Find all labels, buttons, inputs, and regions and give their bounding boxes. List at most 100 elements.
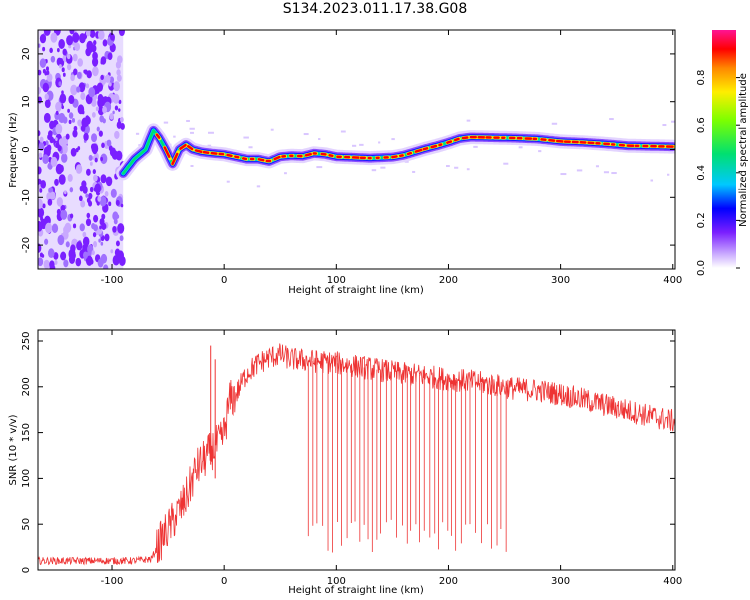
- snr-x-tick-label: 100: [327, 576, 346, 587]
- noise-speck: [62, 72, 66, 77]
- ridge-hot-red: [234, 155, 240, 159]
- noise-speck: [38, 87, 41, 95]
- noise-speck: [76, 241, 83, 251]
- noise-speck: [91, 133, 98, 143]
- noise-speck: [98, 130, 103, 137]
- noise-speck: [114, 105, 119, 111]
- spectrogram-speck: [243, 136, 249, 139]
- colorbar-tick-label: 0.8: [696, 70, 707, 86]
- noise-speck: [68, 95, 75, 105]
- ridge-hot-red: [438, 143, 443, 147]
- noise-speck: [96, 82, 104, 92]
- snr-y-tick-label: 50: [21, 518, 32, 531]
- noise-speck: [55, 101, 62, 112]
- noise-speck: [57, 234, 65, 246]
- noise-speck: [110, 249, 114, 254]
- noise-speck: [104, 191, 109, 197]
- noise-speck: [54, 111, 60, 121]
- noise-speck: [92, 147, 98, 155]
- noise-speck: [46, 70, 50, 76]
- snr-series: [38, 343, 675, 566]
- spectrogram-background: [38, 30, 675, 269]
- noise-speck: [54, 178, 59, 186]
- spectrogram-speck: [404, 160, 409, 163]
- noise-speck: [55, 137, 58, 142]
- spectrogram-y-tick-label: 20: [21, 48, 32, 61]
- noise-speck: [102, 106, 107, 114]
- spectrogram-speck: [173, 135, 176, 138]
- noise-speck: [42, 203, 46, 209]
- noise-speck: [75, 164, 83, 174]
- ridge-hot-red: [163, 146, 171, 158]
- snr-x-tick-label: 400: [663, 576, 682, 587]
- snr-x-tick-label: 0: [221, 576, 227, 587]
- noise-speck: [117, 250, 124, 261]
- ridge-hot-red: [422, 147, 429, 151]
- noise-speck: [76, 86, 81, 93]
- noise-speck: [68, 112, 74, 119]
- noise-speck: [103, 264, 109, 269]
- noise-speck: [86, 168, 91, 176]
- noise-speck: [68, 119, 72, 125]
- noise-speck: [58, 164, 64, 173]
- noise-speck: [77, 104, 85, 115]
- noise-speck: [58, 81, 62, 87]
- noise-speck: [50, 55, 56, 63]
- spectrogram-speck: [208, 131, 214, 134]
- noise-speck: [72, 53, 78, 62]
- spectrogram-speck: [611, 172, 617, 175]
- noise-speck: [112, 110, 115, 115]
- spectrogram-x-tick-label: 300: [551, 275, 570, 286]
- spectrogram-speck: [380, 166, 386, 169]
- spectrogram-speck: [189, 127, 195, 130]
- noise-speck: [38, 142, 45, 152]
- noise-speck: [47, 198, 53, 206]
- noise-speck: [38, 152, 43, 158]
- spectrogram-speck: [662, 124, 667, 127]
- spectrogram-speck: [503, 162, 509, 165]
- noise-speck: [105, 176, 113, 187]
- snr-y-tick-label: 0: [21, 567, 32, 573]
- noise-speck: [100, 74, 104, 81]
- noise-speck: [115, 61, 121, 69]
- noise-speck: [38, 130, 41, 137]
- noise-speck: [47, 134, 51, 140]
- noise-speck: [86, 212, 91, 219]
- noise-speck: [62, 205, 66, 211]
- noise-speck: [39, 136, 44, 143]
- spectrogram-speck: [473, 145, 478, 148]
- noise-speck: [89, 30, 96, 39]
- noise-speck: [56, 208, 61, 216]
- spectrogram-speck: [359, 143, 364, 146]
- noise-speck: [70, 147, 77, 157]
- ridge-hot-red: [155, 133, 161, 139]
- noise-speck: [39, 58, 47, 68]
- noise-speck: [67, 108, 70, 113]
- ridge-hot-red: [202, 150, 210, 154]
- noise-speck: [38, 69, 42, 76]
- noise-speck: [115, 240, 120, 247]
- noise-speck: [54, 260, 58, 266]
- noise-speck: [43, 112, 51, 123]
- noise-speck: [69, 213, 74, 219]
- noise-speck: [70, 84, 78, 96]
- spectrogram-speck: [190, 165, 194, 168]
- noise-speck: [110, 188, 117, 198]
- noise-speck: [48, 187, 52, 193]
- noise-speck: [101, 222, 107, 231]
- noise-speck: [112, 93, 120, 104]
- noise-speck: [109, 76, 115, 84]
- noise-speck: [70, 244, 76, 253]
- noise-speck: [79, 223, 85, 232]
- noise-speck: [85, 255, 93, 266]
- noise-speck: [83, 251, 88, 259]
- noise-speck: [89, 161, 93, 166]
- spectrogram-speck: [412, 170, 416, 173]
- spectrogram-x-tick-label: -100: [101, 275, 124, 286]
- noise-speck: [70, 74, 75, 82]
- noise-speck: [67, 174, 73, 182]
- spectrogram-speck: [226, 180, 230, 183]
- noise-speck: [92, 51, 98, 61]
- noise-speck: [116, 121, 122, 129]
- noise-speck: [91, 222, 96, 230]
